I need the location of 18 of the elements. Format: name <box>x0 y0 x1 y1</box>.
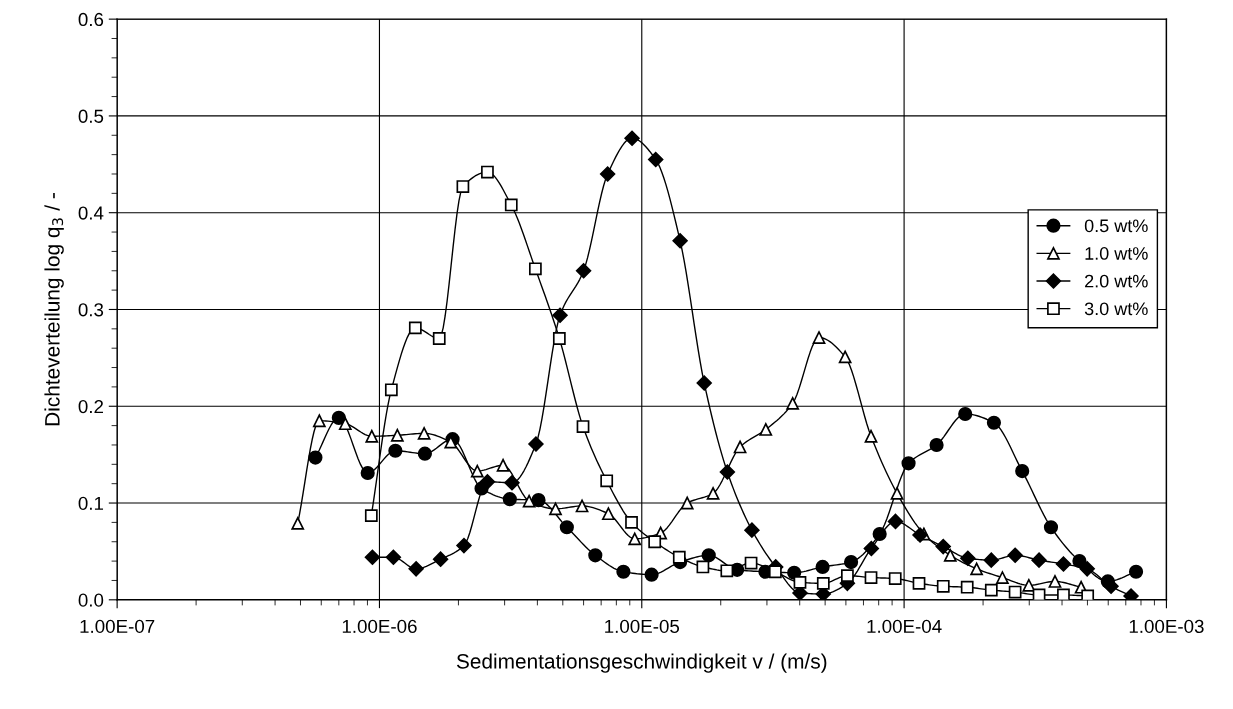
x-axis-title: Sedimentationsgeschwindigkeit v / (m/s) <box>456 653 827 673</box>
x-tick-label: 1.00E-06 <box>342 619 417 634</box>
legend-label: 3.0 wt% <box>1084 302 1148 316</box>
x-tick-label: 1.00E-07 <box>80 619 155 634</box>
y-tick-label: 0.2 <box>78 399 103 414</box>
x-tick-label: 1.00E-05 <box>605 619 680 634</box>
y-tick-label: 0.6 <box>78 12 104 27</box>
x-tick-label: 1.00E-03 <box>1129 619 1204 634</box>
y-axis-title: Dichteverteilung log q$_{3}$ / - <box>44 193 64 426</box>
y-tick-label: 0.4 <box>78 206 104 220</box>
y-tick-label: 0.1 <box>78 496 104 511</box>
y-tick-label: 0.3 <box>78 303 104 317</box>
y-tick-label: 0.5 <box>78 109 104 123</box>
legend-label: 0.5 wt% <box>1084 219 1148 233</box>
legend-label: 1.0 wt% <box>1085 247 1148 260</box>
x-tick-label: 1.00E-04 <box>867 619 942 634</box>
y-tick-label: 0.0 <box>78 593 104 607</box>
legend-label: 2.0 wt% <box>1085 274 1148 288</box>
